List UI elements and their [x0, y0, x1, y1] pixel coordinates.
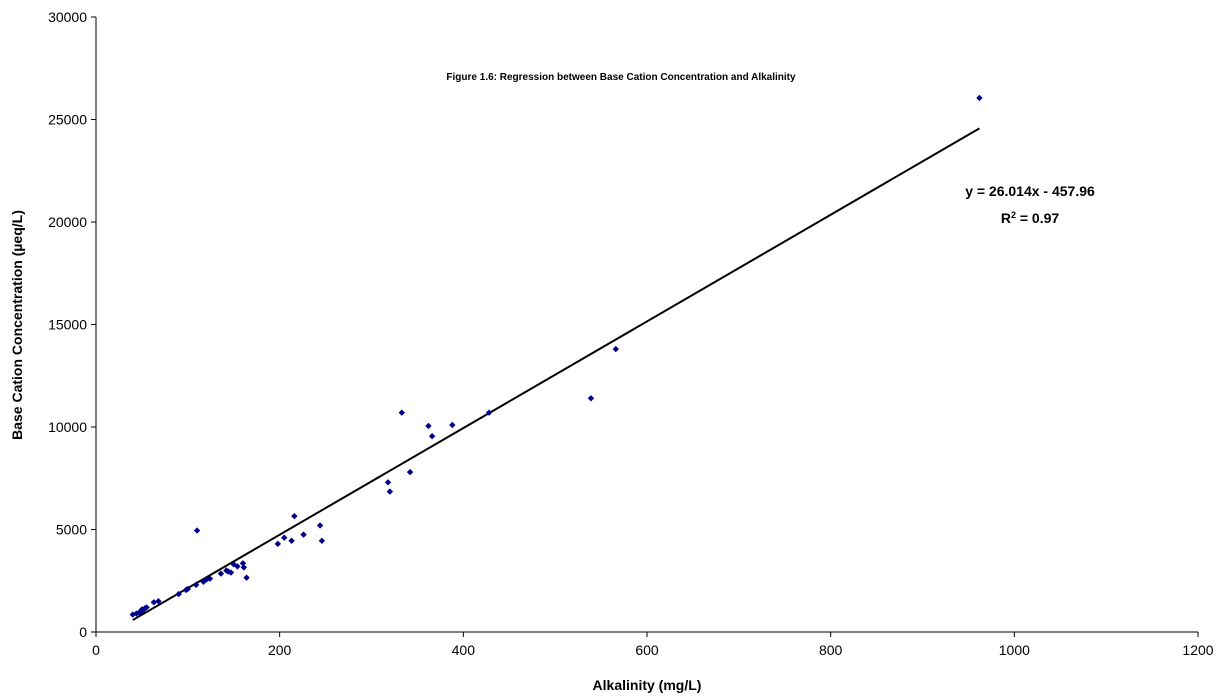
- y-tick-label: 10000: [48, 419, 87, 435]
- x-tick-label: 400: [452, 642, 476, 658]
- x-tick-label: 600: [635, 642, 659, 658]
- regression-equation: y = 26.014x - 457.96: [965, 183, 1095, 199]
- x-tick-label: 800: [819, 642, 843, 658]
- y-tick-label: 20000: [48, 214, 87, 230]
- data-point: [184, 585, 192, 593]
- y-tick-label: 25000: [48, 112, 87, 128]
- data-point: [587, 395, 595, 402]
- data-point: [485, 409, 493, 416]
- data-point: [143, 604, 150, 611]
- data-point: [200, 578, 207, 585]
- r-squared-superscript: 2: [1011, 210, 1016, 220]
- data-point: [398, 409, 406, 416]
- data-point: [227, 569, 235, 576]
- y-axis-ticks: 0 5000 10000 15000 20000 25000 30000: [48, 9, 96, 640]
- data-point: [976, 94, 983, 102]
- data-point: [300, 531, 307, 538]
- data-point: [243, 574, 250, 581]
- data-point: [449, 421, 456, 429]
- data-point: [239, 560, 247, 567]
- y-tick-label: 5000: [56, 522, 87, 538]
- data-point: [281, 534, 288, 541]
- y-tick-label: 0: [79, 624, 87, 640]
- data-point: [425, 422, 432, 430]
- data-point: [612, 345, 619, 353]
- x-tick-label: 0: [92, 642, 100, 658]
- data-point: [193, 527, 201, 534]
- x-tick-label: 1200: [1182, 642, 1213, 658]
- data-point: [288, 537, 295, 544]
- regression-trendline: [132, 127, 980, 621]
- data-point: [129, 611, 136, 618]
- data-point: [206, 575, 214, 582]
- data-point: [150, 599, 158, 606]
- data-point: [316, 522, 324, 529]
- data-point: [386, 488, 394, 495]
- data-point: [133, 610, 140, 617]
- data-point: [217, 570, 225, 577]
- r-squared-value: = 0.97: [1016, 210, 1059, 226]
- data-point: [274, 540, 282, 548]
- data-points: [129, 94, 983, 618]
- y-tick-label: 15000: [48, 317, 87, 333]
- data-point: [384, 479, 392, 486]
- x-tick-label: 1000: [999, 642, 1030, 658]
- data-point: [234, 563, 241, 570]
- data-point: [318, 537, 326, 544]
- chart-title: Figure 1.6: Regression between Base Cati…: [446, 72, 796, 83]
- data-point: [192, 581, 200, 589]
- data-point: [175, 590, 182, 598]
- y-tick-label: 30000: [48, 9, 87, 25]
- data-point: [230, 561, 237, 568]
- data-point: [406, 468, 414, 476]
- r-squared-prefix: R: [1001, 210, 1011, 226]
- data-point: [138, 606, 146, 613]
- x-axis-ticks: 0 200 400 600 800 1000 1200: [92, 632, 1214, 658]
- data-point: [240, 564, 248, 571]
- data-point: [291, 512, 298, 520]
- r-squared-label: R2 = 0.97: [1001, 210, 1060, 226]
- data-point: [428, 433, 436, 440]
- data-point: [155, 598, 162, 605]
- x-axis-title: Alkalinity (mg/L): [593, 677, 702, 693]
- y-axis-title: Base Cation Concentration (µeq/L): [9, 210, 25, 440]
- x-tick-label: 200: [268, 642, 292, 658]
